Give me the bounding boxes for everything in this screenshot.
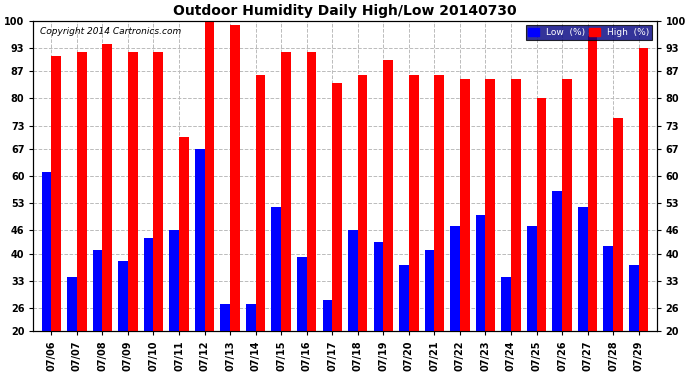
Bar [562,79,572,331]
Bar [399,265,409,331]
Bar [51,56,61,331]
Bar [435,75,444,331]
Bar [384,60,393,331]
Bar [41,172,51,331]
Bar [332,83,342,331]
Bar [169,230,179,331]
Bar [460,79,470,331]
Bar [475,215,486,331]
Text: Copyright 2014 Cartronics.com: Copyright 2014 Cartronics.com [40,27,181,36]
Bar [373,242,384,331]
Bar [92,250,102,331]
Title: Outdoor Humidity Daily High/Low 20140730: Outdoor Humidity Daily High/Low 20140730 [173,4,517,18]
Bar [204,21,215,331]
Bar [553,192,562,331]
Bar [424,250,435,331]
Bar [128,52,137,331]
Bar [322,300,332,331]
Bar [67,277,77,331]
Bar [179,137,188,331]
Bar [118,261,128,331]
Bar [527,226,537,331]
Bar [639,48,649,331]
Bar [450,226,460,331]
Bar [281,52,291,331]
Bar [77,52,86,331]
Bar [144,238,153,331]
Bar [502,277,511,331]
Bar [578,207,588,331]
Bar [246,304,255,331]
Bar [220,304,230,331]
Bar [358,75,368,331]
Bar [613,118,623,331]
Bar [486,79,495,331]
Bar [537,98,546,331]
Bar [255,75,266,331]
Bar [409,75,419,331]
Bar [511,79,521,331]
Legend: Low  (%), High  (%): Low (%), High (%) [526,25,652,40]
Bar [271,207,281,331]
Bar [195,149,204,331]
Bar [629,265,639,331]
Bar [230,25,240,331]
Bar [604,246,613,331]
Bar [306,52,317,331]
Bar [102,44,112,331]
Bar [348,230,358,331]
Bar [153,52,163,331]
Bar [588,36,598,331]
Bar [297,258,306,331]
